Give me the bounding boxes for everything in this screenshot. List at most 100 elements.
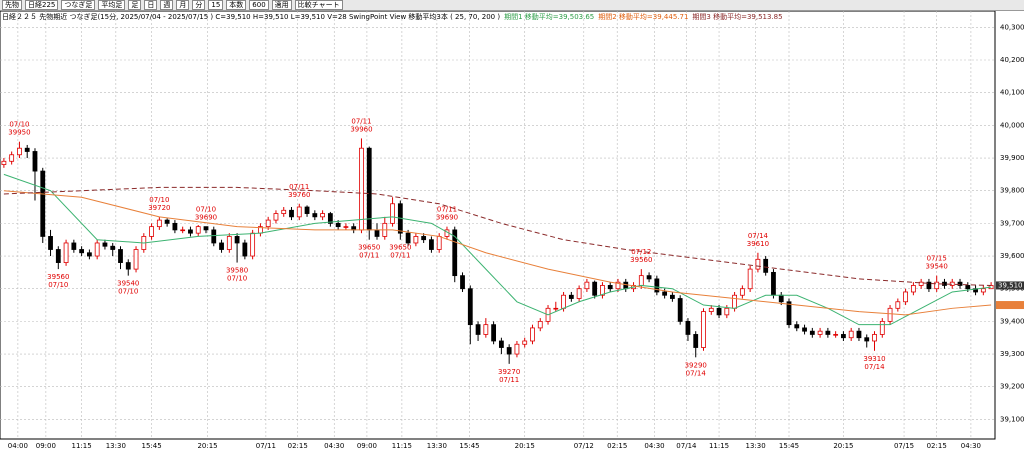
annotation-price: 39580: [226, 267, 248, 275]
candle-body: [226, 236, 232, 250]
x-tick-label: 15:45: [459, 442, 479, 450]
compare-button[interactable]: 比較チャート: [294, 0, 343, 10]
last-price-label: 39,510: [998, 281, 1023, 289]
day-button[interactable]: 日: [144, 0, 158, 10]
candle-body: [576, 288, 582, 299]
candle-body: [327, 213, 333, 224]
candle-body: [242, 242, 248, 257]
annotation-date: 07/10: [149, 196, 169, 204]
x-tick-label: 07/15: [894, 442, 914, 450]
x-tick-label: 04:30: [961, 442, 981, 450]
x-tick-label: 02:15: [607, 442, 627, 450]
info-line: 日経２２５ 先物期近 つなぎ足(15分, 2025/07/04 - 2025/0…: [2, 12, 787, 22]
candle-body: [366, 147, 372, 231]
annotation-price: 39960: [350, 125, 372, 133]
x-tick-label: 07/11: [256, 442, 276, 450]
candle-body: [296, 206, 302, 218]
minute-button[interactable]: 分: [192, 0, 206, 10]
toolbar: 先物 日経225 つなぎ足 平均足 足 日 週 月 分 15 本数 600 適用…: [0, 0, 1024, 11]
candle-body: [421, 236, 427, 241]
candle-body: [980, 288, 986, 293]
x-tick-label: 07/12: [574, 442, 594, 450]
x-tick-label: 11:15: [709, 442, 729, 450]
candle-body: [374, 229, 380, 237]
annotation-date: 07/12: [631, 248, 651, 256]
apply-button[interactable]: 適用: [271, 0, 292, 10]
foot-label: 足: [128, 0, 142, 10]
ma-price-tag: [996, 301, 1024, 310]
candle-body: [677, 298, 683, 322]
candle-body: [903, 291, 909, 303]
annotation-price: 39540: [117, 280, 139, 288]
candle-body: [413, 236, 419, 244]
x-tick-label: 09:00: [357, 442, 377, 450]
y-tick-label: 39,200: [1000, 383, 1024, 391]
info-text: 期間1 移動平均=39,503.65: [504, 13, 595, 21]
candle-body: [172, 222, 178, 231]
annotation-date: 07/10: [196, 206, 216, 214]
candle-body: [203, 226, 209, 231]
candle-body: [188, 229, 193, 234]
y-tick-label: 39,600: [1000, 252, 1024, 260]
y-tick-label: 40,200: [1000, 56, 1024, 64]
candle-body: [778, 294, 784, 303]
candle-body: [724, 307, 730, 316]
annotation-price: 39760: [288, 191, 310, 199]
y-tick-label: 39,900: [1000, 154, 1024, 162]
x-tick-label: 13:30: [427, 442, 447, 450]
annotation-price: 39290: [685, 361, 707, 369]
candle-body: [180, 229, 186, 232]
x-tick-label: 20:15: [197, 442, 217, 450]
x-tick-label: 11:15: [72, 442, 92, 450]
candle-body: [670, 294, 675, 299]
candle-body: [55, 249, 61, 263]
candle-body: [63, 242, 69, 263]
last-price-tag: [996, 281, 1024, 290]
market-select[interactable]: 先物: [2, 0, 22, 10]
candle-body: [708, 307, 714, 312]
chart-kind-select[interactable]: つなぎ足: [61, 0, 96, 10]
y-tick-label: 39,800: [1000, 187, 1024, 195]
y-tick-label: 40,000: [1000, 121, 1024, 129]
symbol-select[interactable]: 日経225: [25, 0, 59, 10]
annotation-date: 07/15: [927, 255, 947, 263]
count-label: 本数: [226, 0, 247, 10]
y-tick-label: 39,400: [1000, 317, 1024, 325]
candle-body: [833, 334, 839, 336]
annotation-date: 07/10: [227, 275, 247, 283]
annotation-price: 39610: [747, 240, 769, 248]
candle-body: [32, 151, 38, 172]
candle-body: [747, 268, 753, 290]
candle-body: [786, 301, 792, 326]
candle-body: [607, 285, 613, 290]
week-button[interactable]: 週: [160, 0, 174, 10]
count-input[interactable]: 600: [249, 0, 269, 10]
annotation-date: 07/10: [48, 281, 68, 289]
annotation-price: 39720: [148, 204, 170, 212]
bar-type-button[interactable]: 平均足: [98, 0, 126, 10]
candle-body: [164, 219, 170, 224]
moving-average-line: [3, 173, 992, 326]
candle-body: [693, 334, 699, 348]
candle-body: [304, 206, 310, 214]
annotation-price: 39690: [195, 214, 217, 222]
candle-body: [133, 249, 139, 270]
candle-body: [794, 324, 800, 329]
candle-body: [24, 147, 30, 152]
interval-input[interactable]: 15: [208, 0, 224, 10]
candle-body: [957, 281, 963, 286]
candle-body: [514, 343, 520, 355]
candle-body: [584, 281, 590, 290]
x-tick-label: 20:15: [833, 442, 853, 450]
candle-body: [825, 330, 831, 335]
candle-body: [312, 213, 318, 218]
candle-body: [125, 262, 131, 270]
y-tick-label: 39,100: [1000, 415, 1024, 423]
month-button[interactable]: 月: [176, 0, 190, 10]
candle-body: [467, 288, 473, 326]
moving-average-line: [3, 190, 992, 316]
candle-body: [118, 249, 123, 263]
x-tick-label: 04:00: [8, 442, 28, 450]
candle-body: [522, 340, 528, 345]
